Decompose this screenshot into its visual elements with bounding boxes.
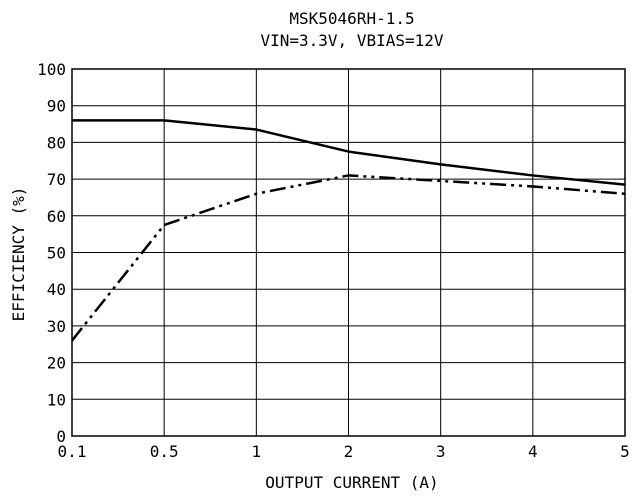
y-tick-label: 10 (47, 390, 66, 409)
series-line-dash-dot-dot (71, 174, 626, 342)
y-axis-label: EFFICIENCY (%) (9, 187, 28, 322)
y-tick-label: 100 (37, 60, 66, 79)
x-tick-label: 2 (344, 442, 354, 461)
y-axis-ticks: 0 10 20 30 40 50 60 70 80 90 100 (37, 60, 66, 446)
x-axis-ticks: 0.1 0.5 1 2 3 4 5 (58, 442, 630, 461)
x-tick-label: 1 (252, 442, 262, 461)
series-layer (71, 119, 626, 342)
grid (72, 69, 625, 436)
x-tick-label: 4 (528, 442, 538, 461)
y-tick-label: 0 (56, 427, 66, 446)
series-line-solid (72, 119, 626, 186)
chart-subtitle: VIN=3.3V, VBIAS=12V (260, 31, 443, 50)
x-tick-label: 5 (620, 442, 630, 461)
x-tick-label: 3 (436, 442, 446, 461)
y-tick-label: 60 (47, 207, 66, 226)
chart-title: MSK5046RH-1.5 (289, 9, 414, 28)
x-axis-label: OUTPUT CURRENT (A) (265, 473, 438, 492)
y-tick-label: 80 (47, 133, 66, 152)
x-tick-label: 0.5 (150, 442, 179, 461)
plot-frame (71, 68, 626, 437)
y-tick-label: 40 (47, 280, 66, 299)
y-tick-label: 50 (47, 244, 66, 263)
y-tick-label: 20 (47, 354, 66, 373)
y-tick-label: 70 (47, 170, 66, 189)
y-tick-label: 90 (47, 97, 66, 116)
x-tick-label: 0.1 (58, 442, 87, 461)
y-tick-label: 30 (47, 317, 66, 336)
